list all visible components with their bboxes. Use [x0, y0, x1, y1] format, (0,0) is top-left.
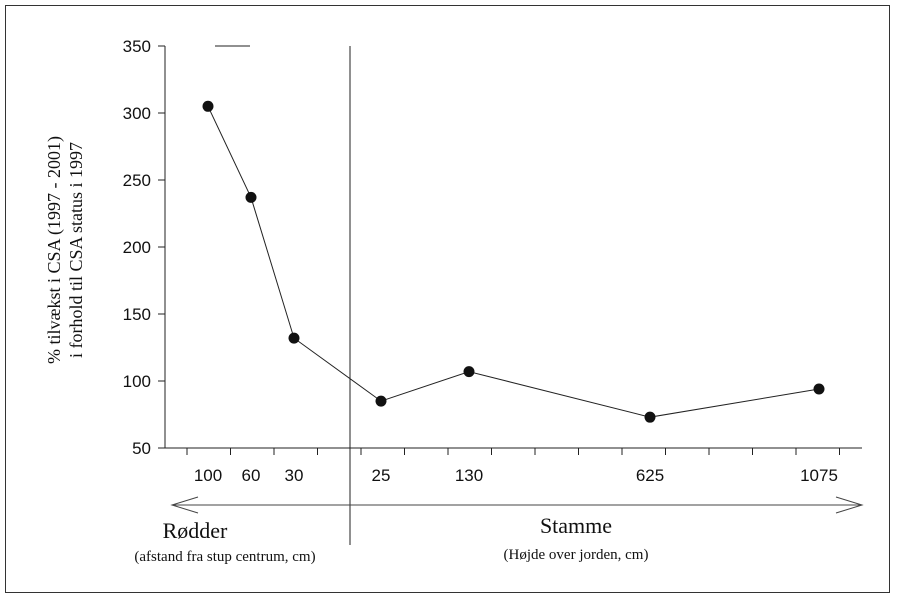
y-tick-label-200: 200 — [123, 238, 151, 257]
chart-frame — [5, 5, 890, 593]
range-arrow-left-head — [170, 496, 199, 514]
data-point-130 — [463, 366, 475, 378]
y-tick-label-300: 300 — [123, 104, 151, 123]
y-tick-label-100: 100 — [123, 372, 151, 391]
x-tick-label-30: 30 — [285, 466, 304, 485]
x-tick-label-100: 100 — [194, 466, 222, 485]
data-point-625 — [644, 411, 656, 423]
roots-section-label: Rødder — [163, 518, 228, 543]
data-point-60 — [245, 191, 257, 203]
roots-section-sublabel: (afstand fra stup centrum, cm) — [134, 549, 315, 565]
data-point-100 — [202, 100, 214, 112]
y-tick-label-350: 350 — [123, 37, 151, 56]
trunk-section-sublabel: (Højde over jorden, cm) — [504, 547, 649, 563]
series-line — [207, 106, 820, 418]
trunk-section-label: Stamme — [540, 513, 612, 538]
y-axis-label-line2: i forhold til CSA status i 1997 — [66, 142, 86, 358]
y-tick-label-50: 50 — [132, 439, 151, 458]
x-tick-label-60: 60 — [242, 466, 261, 485]
data-point-1075 — [813, 383, 825, 395]
data-point-30 — [288, 332, 300, 344]
y-axis-label-line1: % tilvækst i CSA (1997 - 2001) — [44, 136, 65, 364]
y-tick-label-250: 250 — [123, 171, 151, 190]
data-point-25 — [375, 395, 387, 407]
x-tick-label-1075: 1075 — [800, 466, 838, 485]
y-tick-label-150: 150 — [123, 305, 151, 324]
x-tick-label-625: 625 — [636, 466, 664, 485]
x-tick-label-25: 25 — [372, 466, 391, 485]
range-arrow-right-head — [835, 496, 864, 514]
x-tick-label-130: 130 — [455, 466, 483, 485]
